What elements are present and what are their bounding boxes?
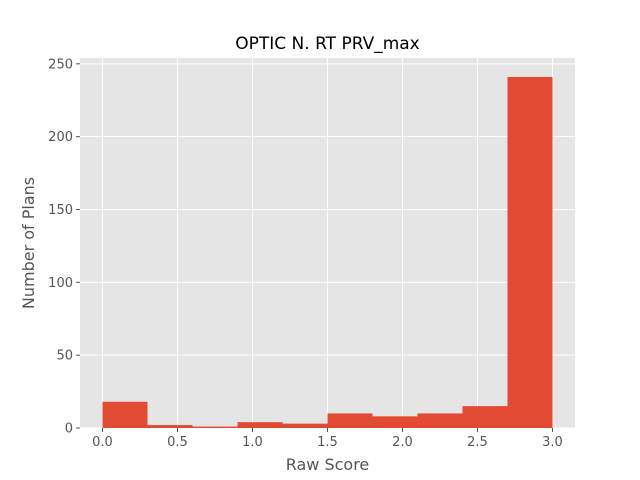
y-tick-label: 50	[56, 349, 73, 364]
y-tick-label: 100	[48, 276, 73, 291]
x-tick-label: 1.5	[317, 435, 338, 450]
chart-title: OPTIC N. RT PRV_max	[235, 34, 420, 54]
x-tick-label: 0.0	[92, 435, 113, 450]
y-tick-label: 150	[48, 203, 73, 218]
x-tick-label: 3.0	[542, 435, 563, 450]
histogram-bar	[327, 413, 373, 428]
histogram-bar	[282, 423, 328, 428]
y-axis-ticks: 0 50 100 150 200 250	[48, 57, 80, 437]
histogram-bar	[192, 426, 238, 428]
x-tick-label: 2.5	[467, 435, 488, 450]
y-axis-label: Number of Plans	[19, 177, 38, 309]
x-axis-label: Raw Score	[286, 455, 370, 474]
x-tick-label: 0.5	[167, 435, 188, 450]
histogram-bar	[417, 413, 463, 428]
x-axis-ticks: 0.0 0.5 1.0 1.5 2.0 2.5 3.0	[92, 428, 563, 450]
x-tick-label: 1.0	[242, 435, 263, 450]
histogram-bar	[237, 422, 283, 428]
y-tick-label: 250	[48, 57, 73, 72]
histogram-bar	[507, 76, 553, 428]
histogram-bar	[462, 406, 508, 428]
histogram-bar	[102, 401, 148, 428]
y-tick-label: 0	[65, 422, 73, 437]
histogram-bar	[147, 425, 193, 428]
histogram-bars	[102, 76, 553, 428]
histogram-bar	[372, 416, 418, 428]
y-tick-label: 200	[48, 130, 73, 145]
x-tick-label: 2.0	[392, 435, 413, 450]
